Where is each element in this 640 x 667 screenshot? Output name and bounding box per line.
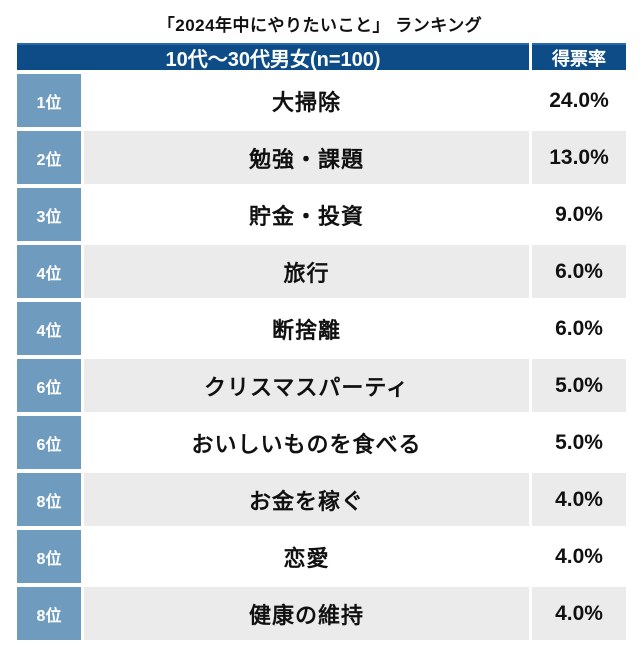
rate-cell: 6.0% xyxy=(532,302,626,355)
rate-cell: 5.0% xyxy=(532,359,626,412)
rank-cell: 4位 xyxy=(17,302,81,355)
item-cell: クリスマスパーティ xyxy=(84,359,529,412)
item-cell: お金を稼ぐ xyxy=(84,473,529,526)
item-cell: 旅行 xyxy=(84,245,529,298)
item-cell: 貯金・投資 xyxy=(84,188,529,241)
ranking-table: 10代〜30代男女(n=100) 得票率 1位 大掃除 24.0% 2位 勉強・… xyxy=(17,43,626,640)
rate-cell: 13.0% xyxy=(532,131,626,184)
chart-title: 「2024年中にやりたいこと」 ランキング xyxy=(157,16,483,35)
rank-cell: 8位 xyxy=(17,473,81,526)
rank-cell: 8位 xyxy=(17,587,81,640)
rate-cell: 9.0% xyxy=(532,188,626,241)
item-cell: おいしいものを食べる xyxy=(84,416,529,469)
item-cell: 勉強・課題 xyxy=(84,131,529,184)
rate-cell: 4.0% xyxy=(532,473,626,526)
rank-cell: 6位 xyxy=(17,416,81,469)
item-cell: 恋愛 xyxy=(84,530,529,583)
rank-cell: 8位 xyxy=(17,530,81,583)
rate-cell: 4.0% xyxy=(532,530,626,583)
table-header-group: 10代〜30代男女(n=100) xyxy=(17,43,529,71)
rate-cell: 6.0% xyxy=(532,245,626,298)
item-cell: 断捨離 xyxy=(84,302,529,355)
table-header-rate: 得票率 xyxy=(532,43,626,70)
rate-cell: 5.0% xyxy=(532,416,626,469)
rank-cell: 2位 xyxy=(17,131,81,184)
rank-cell: 1位 xyxy=(17,74,81,127)
rank-cell: 3位 xyxy=(17,188,81,241)
item-cell: 健康の維持 xyxy=(84,587,529,640)
item-cell: 大掃除 xyxy=(84,74,529,127)
rate-cell: 4.0% xyxy=(532,587,626,640)
rank-cell: 4位 xyxy=(17,245,81,298)
rank-cell: 6位 xyxy=(17,359,81,412)
rate-cell: 24.0% xyxy=(532,74,626,127)
